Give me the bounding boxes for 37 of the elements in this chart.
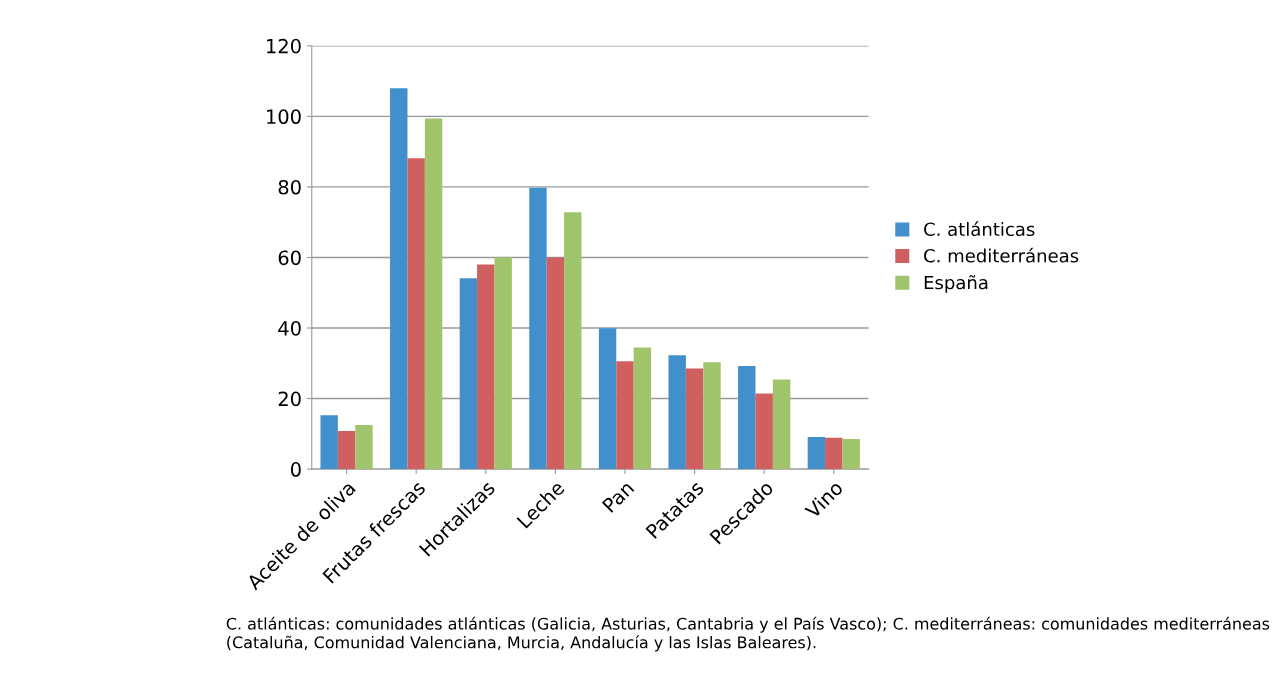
bar	[633, 347, 652, 470]
bar	[424, 118, 443, 470]
bar	[407, 158, 425, 470]
bar	[564, 212, 582, 470]
y-tick-label: 120	[267, 38, 301, 54]
legend-label: C. atlánticas	[924, 221, 1035, 237]
x-tick-label: Pan	[601, 480, 635, 513]
bar	[807, 437, 826, 470]
bar	[459, 278, 478, 470]
bar	[529, 187, 547, 470]
y-tick-label: 80	[278, 179, 301, 195]
x-tick-label: Vino	[803, 479, 844, 520]
legend-label: C. mediterráneas	[924, 247, 1079, 263]
bar	[546, 257, 565, 470]
bar	[668, 355, 686, 470]
bar	[703, 362, 721, 470]
bar	[390, 88, 408, 470]
y-tick-label: 0	[290, 462, 301, 477]
bar	[616, 361, 634, 470]
bar	[825, 437, 843, 470]
bar	[337, 431, 356, 470]
y-tick-label: 100	[267, 109, 301, 125]
y-tick-label: 60	[278, 250, 301, 266]
bar	[685, 368, 704, 470]
text: C. atlánticas: comunidades atlánticas (Galicia, Asturias, Cantabria y el País Vasco); C. mediterráneas: comunidades mediterráneas (Cataluña, Comunidad Valenciana, Murcia, Andalucía y las Islas Baleares).	[226, 616, 1270, 652]
bar	[738, 366, 756, 470]
legend-label: España	[924, 275, 988, 293]
y-tick-label: 40	[278, 320, 301, 336]
bar	[842, 439, 860, 470]
bar	[598, 328, 617, 470]
bar	[755, 393, 773, 470]
bar	[494, 257, 512, 470]
y-tick-label: 20	[278, 391, 301, 407]
bar	[477, 264, 495, 470]
bar	[320, 415, 338, 470]
bar	[772, 379, 791, 470]
bar	[355, 425, 373, 470]
